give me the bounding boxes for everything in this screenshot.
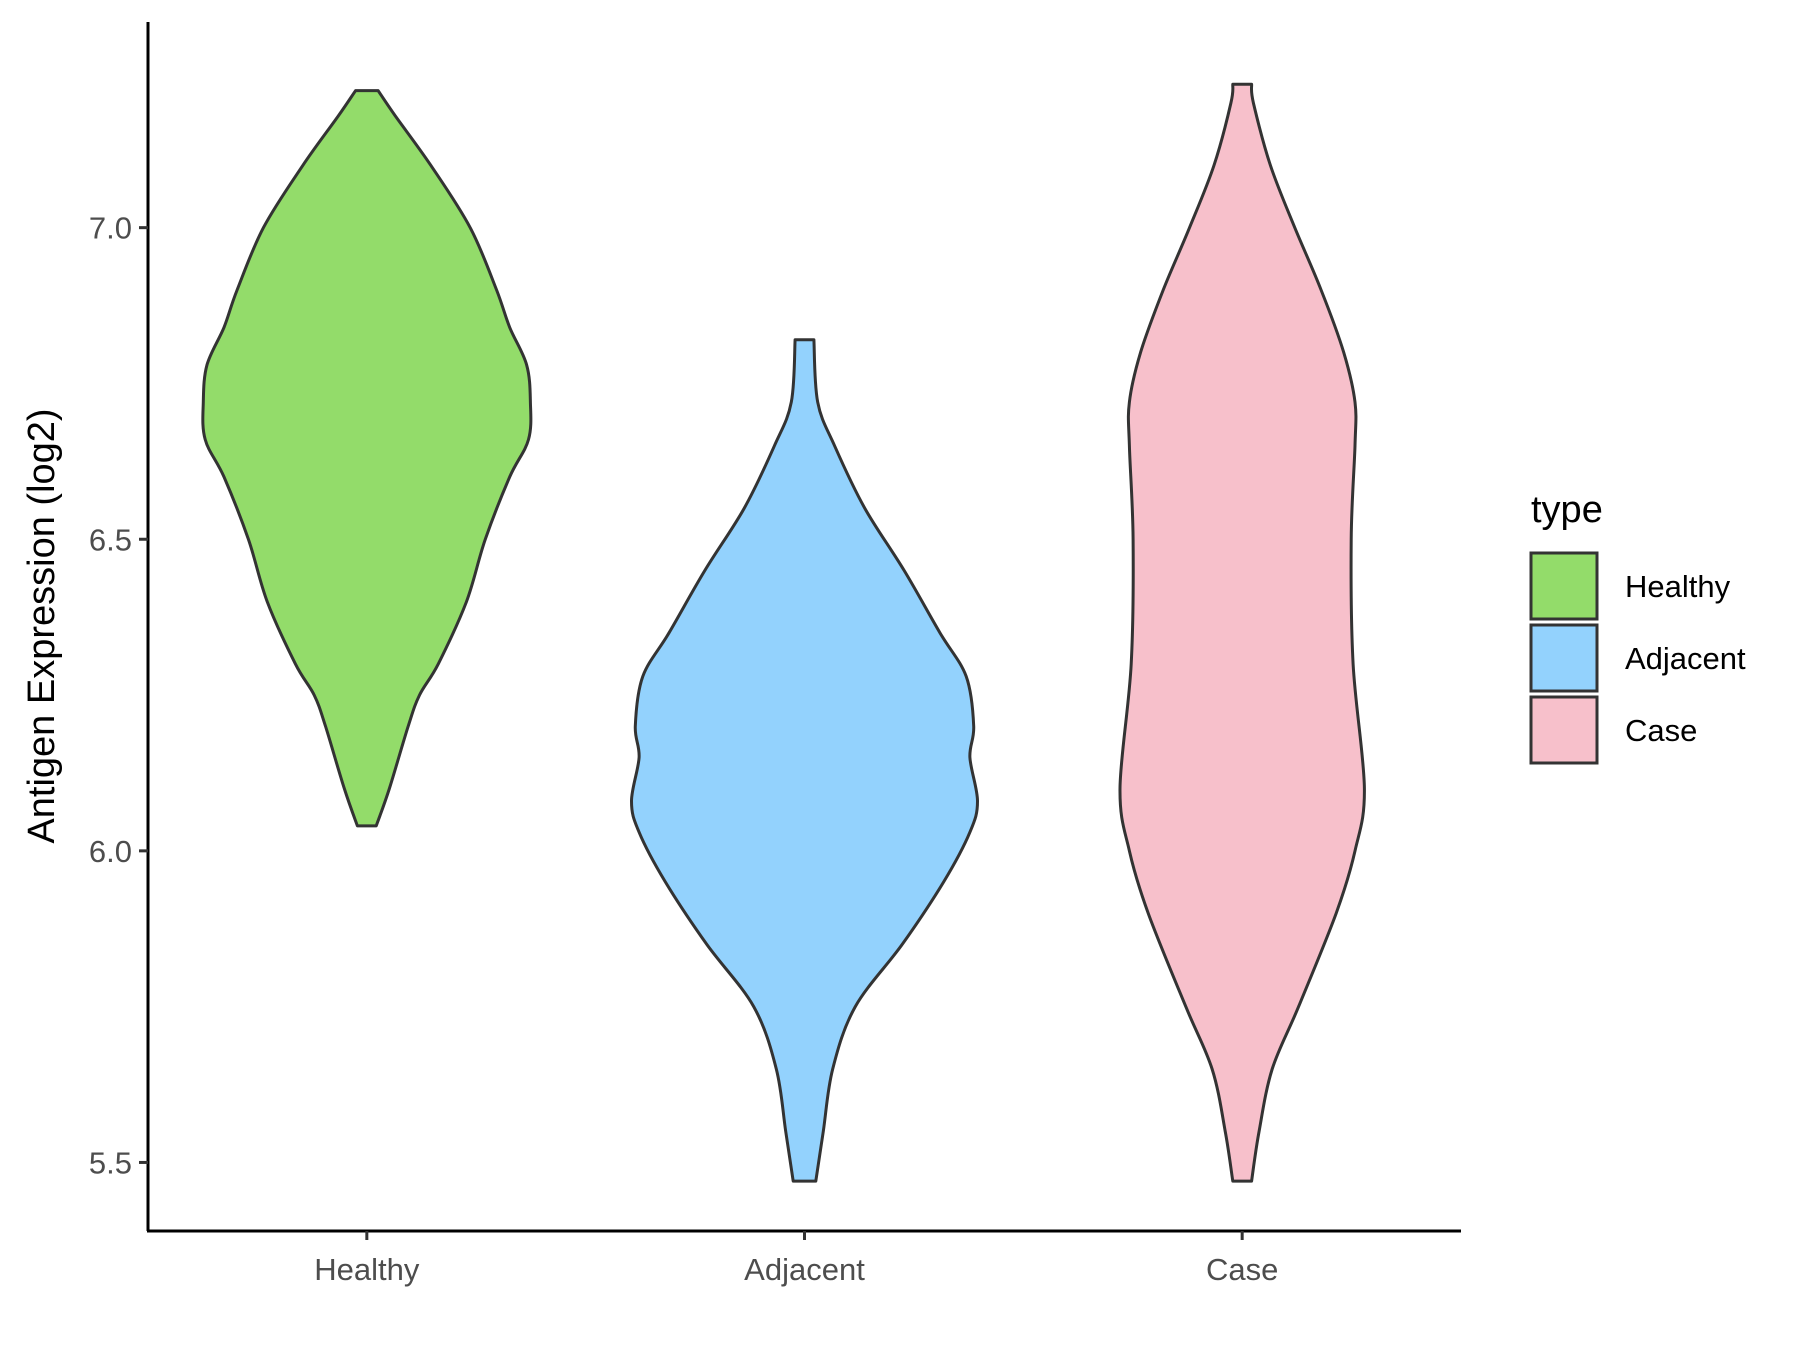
x-tick-label: Case (1206, 1252, 1278, 1287)
x-tick-label: Adjacent (744, 1252, 865, 1287)
legend-label-adjacent: Adjacent (1625, 641, 1746, 676)
y-tick-label: 6.5 (89, 522, 132, 557)
y-axis-title: Antigen Expression (log2) (21, 408, 63, 843)
violin-adjacent (630, 338, 979, 1183)
y-tick-label: 5.5 (89, 1145, 132, 1180)
x-tick-label: Healthy (314, 1252, 420, 1287)
y-tick-label: 7.0 (89, 211, 132, 246)
violin-case (1118, 82, 1366, 1183)
legend-key-case (1529, 695, 1599, 765)
legend-label-case: Case (1625, 713, 1697, 748)
legend-items: Healthy Adjacent Case (1529, 551, 1746, 765)
violin-healthy (201, 89, 533, 828)
y-tick-label: 6.0 (89, 834, 132, 869)
y-ticks: 5.5 6.0 6.5 7.0 (89, 211, 148, 1180)
legend: type Healthy Adjacent Case (1529, 489, 1746, 765)
legend-key-healthy (1529, 551, 1599, 621)
legend-label-healthy: Healthy (1625, 569, 1731, 604)
legend-key-adjacent (1529, 623, 1599, 693)
x-ticks: Healthy Adjacent Case (314, 1231, 1278, 1287)
legend-title: type (1531, 489, 1603, 531)
violin-layer (201, 82, 1366, 1183)
